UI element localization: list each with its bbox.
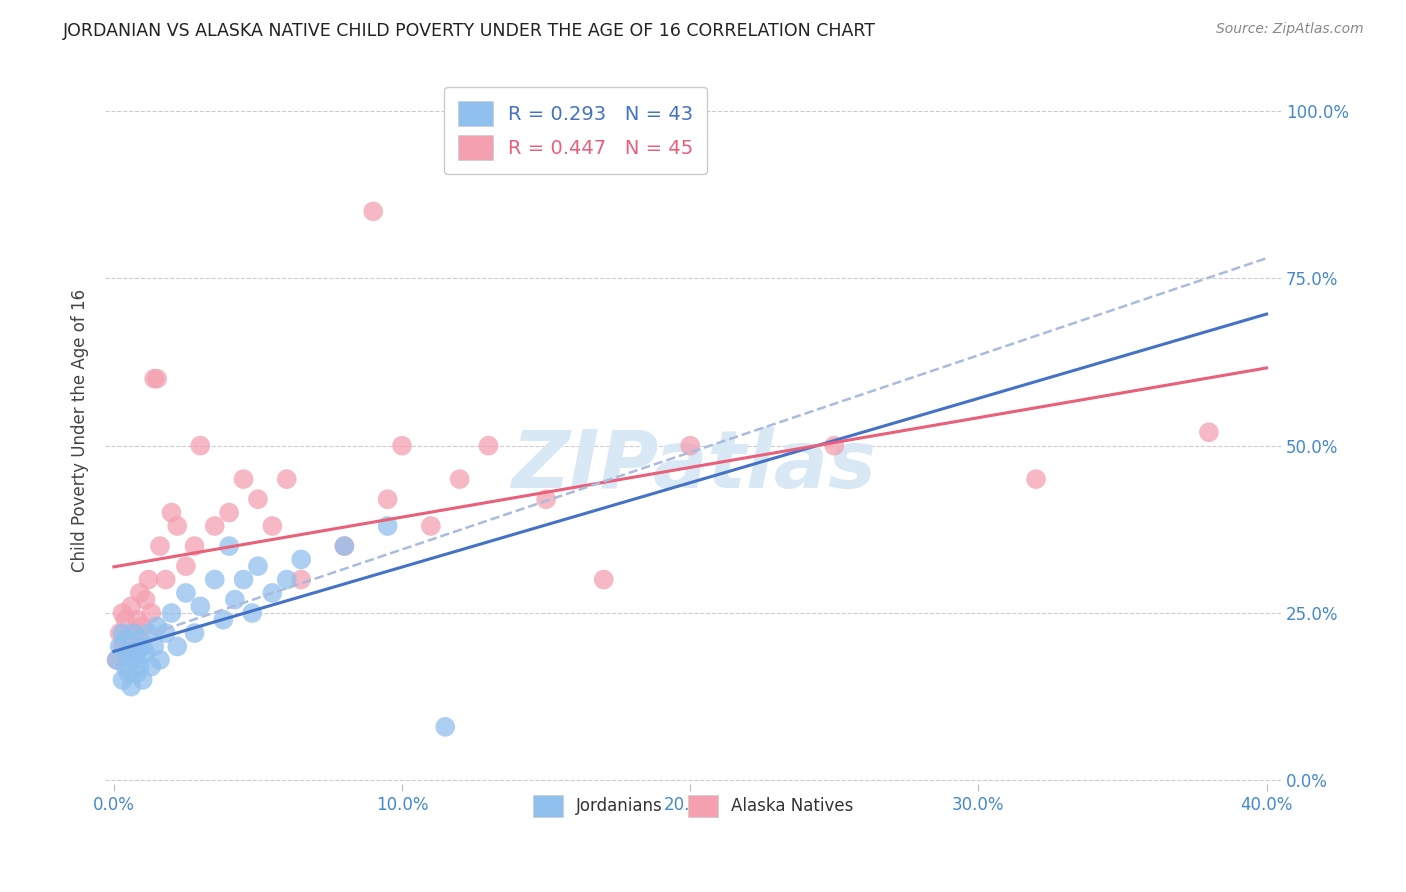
Point xyxy=(120,640,142,654)
Point xyxy=(449,472,471,486)
Point xyxy=(131,640,153,654)
Point xyxy=(290,552,312,566)
Point xyxy=(262,586,284,600)
Point xyxy=(232,573,254,587)
Point xyxy=(122,653,145,667)
Point xyxy=(111,640,134,654)
Point xyxy=(114,659,136,673)
Point xyxy=(391,439,413,453)
Point xyxy=(135,646,157,660)
Point xyxy=(333,539,356,553)
Point xyxy=(138,573,160,587)
Point xyxy=(149,539,172,553)
Point xyxy=(114,613,136,627)
Point xyxy=(166,640,188,654)
Point xyxy=(377,519,399,533)
Point xyxy=(232,472,254,486)
Point xyxy=(160,606,183,620)
Point xyxy=(679,439,702,453)
Point xyxy=(276,472,298,486)
Point xyxy=(218,506,240,520)
Point xyxy=(155,626,177,640)
Point xyxy=(212,613,235,627)
Point xyxy=(143,372,166,386)
Point xyxy=(333,539,356,553)
Point xyxy=(290,573,312,587)
Point xyxy=(534,492,557,507)
Point xyxy=(160,506,183,520)
Point xyxy=(240,606,263,620)
Point xyxy=(141,659,163,673)
Point xyxy=(246,559,269,574)
Point xyxy=(166,519,188,533)
Point xyxy=(204,519,226,533)
Point xyxy=(120,640,142,654)
Point xyxy=(174,586,197,600)
Point xyxy=(111,606,134,620)
Point xyxy=(1198,425,1220,440)
Point xyxy=(108,640,131,654)
Point xyxy=(246,492,269,507)
Point xyxy=(262,519,284,533)
Legend: Jordanians, Alaska Natives: Jordanians, Alaska Natives xyxy=(524,787,862,825)
Point xyxy=(224,592,246,607)
Point xyxy=(143,640,166,654)
Point xyxy=(1025,472,1047,486)
Text: ZIPatlas: ZIPatlas xyxy=(510,427,876,505)
Text: Source: ZipAtlas.com: Source: ZipAtlas.com xyxy=(1216,22,1364,37)
Point xyxy=(114,632,136,647)
Point xyxy=(128,632,150,647)
Point xyxy=(276,573,298,587)
Point xyxy=(125,646,148,660)
Point xyxy=(125,666,148,681)
Point xyxy=(131,619,153,633)
Point xyxy=(183,539,205,553)
Point xyxy=(146,372,169,386)
Point xyxy=(149,653,172,667)
Point xyxy=(122,626,145,640)
Point xyxy=(823,439,845,453)
Point xyxy=(131,673,153,687)
Point xyxy=(138,626,160,640)
Point xyxy=(434,720,457,734)
Point xyxy=(120,680,142,694)
Point xyxy=(361,204,384,219)
Point xyxy=(135,592,157,607)
Point xyxy=(111,626,134,640)
Point xyxy=(128,659,150,673)
Y-axis label: Child Poverty Under the Age of 16: Child Poverty Under the Age of 16 xyxy=(72,289,89,572)
Point xyxy=(117,632,139,647)
Point xyxy=(188,439,211,453)
Point xyxy=(174,559,197,574)
Point xyxy=(218,539,240,553)
Point xyxy=(122,626,145,640)
Point xyxy=(105,653,128,667)
Point xyxy=(419,519,441,533)
Point xyxy=(111,673,134,687)
Point xyxy=(183,626,205,640)
Text: JORDANIAN VS ALASKA NATIVE CHILD POVERTY UNDER THE AGE OF 16 CORRELATION CHART: JORDANIAN VS ALASKA NATIVE CHILD POVERTY… xyxy=(63,22,876,40)
Point xyxy=(155,573,177,587)
Point xyxy=(125,613,148,627)
Point xyxy=(188,599,211,614)
Point xyxy=(117,646,139,660)
Point xyxy=(141,606,163,620)
Point xyxy=(377,492,399,507)
Point xyxy=(477,439,499,453)
Point xyxy=(592,573,614,587)
Point xyxy=(114,646,136,660)
Point xyxy=(204,573,226,587)
Point xyxy=(117,666,139,681)
Point xyxy=(105,653,128,667)
Point xyxy=(146,619,169,633)
Point xyxy=(108,626,131,640)
Point xyxy=(128,586,150,600)
Point xyxy=(120,599,142,614)
